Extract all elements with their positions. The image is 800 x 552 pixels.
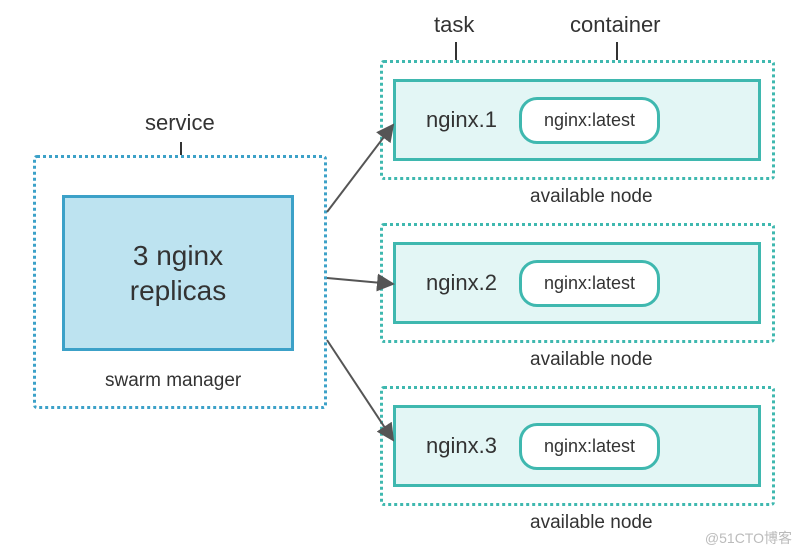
container-pill-2: nginx:latest — [519, 260, 660, 307]
node-inner-3: nginx.3 nginx:latest — [393, 405, 761, 487]
service-box-text: 3 nginx replicas — [130, 238, 226, 308]
node-caption-2: available node — [530, 349, 653, 371]
task-label: task — [434, 12, 474, 38]
container-pill-1: nginx:latest — [519, 97, 660, 144]
container-label: container — [570, 12, 661, 38]
service-box: 3 nginx replicas — [62, 195, 294, 351]
task-text-3: nginx.3 — [426, 433, 497, 459]
node-inner-2: nginx.2 nginx:latest — [393, 242, 761, 324]
container-pill-3: nginx:latest — [519, 423, 660, 470]
node-caption-3: available node — [530, 512, 653, 534]
swarm-manager-caption: swarm manager — [105, 370, 241, 392]
watermark: @51CTO博客 — [705, 528, 792, 548]
task-text-2: nginx.2 — [426, 270, 497, 296]
service-label: service — [145, 110, 215, 136]
node-caption-1: available node — [530, 186, 653, 208]
node-inner-1: nginx.1 nginx:latest — [393, 79, 761, 161]
task-text-1: nginx.1 — [426, 107, 497, 133]
